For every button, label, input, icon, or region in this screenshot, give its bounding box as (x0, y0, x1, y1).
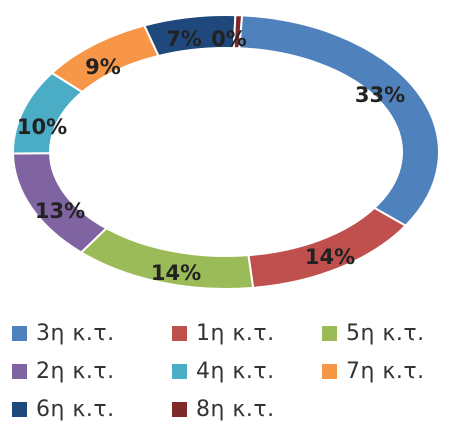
data-label-7: 7% (166, 27, 202, 51)
legend-label: 4η κ.τ. (196, 358, 275, 384)
data-label-5: 10% (17, 115, 67, 139)
data-label-8: 0% (211, 27, 247, 51)
legend-label: 6η κ.τ. (36, 396, 115, 422)
legend-label: 1η κ.τ. (196, 320, 275, 346)
legend-label: 2η κ.τ. (36, 358, 115, 384)
legend-item-4: 2η κ.τ. (12, 356, 115, 386)
legend-label: 3η κ.τ. (36, 320, 115, 346)
legend-swatch (322, 325, 337, 341)
legend-swatch (172, 325, 187, 341)
donut-chart: 33% 14% 14% 13% 10% 9% 7% 0% (11, 14, 440, 290)
slice-8 (232, 14, 244, 50)
legend-item-7: 6η κ.τ. (12, 394, 115, 424)
legend-item-3: 5η κ.τ. (322, 318, 425, 348)
legend-swatch (172, 401, 187, 417)
slice-1 (238, 14, 440, 227)
legend-item-5: 4η κ.τ. (172, 356, 275, 386)
legend-swatch (12, 401, 27, 417)
legend-label: 5η κ.τ. (346, 320, 425, 346)
legend-swatch (12, 325, 27, 341)
legend-item-8: 8η κ.τ. (172, 394, 275, 424)
data-label-3: 14% (151, 261, 201, 285)
legend-item-6: 7η κ.τ. (322, 356, 425, 386)
data-label-4: 13% (35, 199, 85, 223)
donut-slices (11, 14, 440, 290)
legend-swatch (172, 363, 187, 379)
legend-label: 8η κ.τ. (196, 396, 275, 422)
legend-item-2: 1η κ.τ. (172, 318, 275, 348)
legend-swatch (12, 363, 27, 379)
data-label-2: 14% (305, 245, 355, 269)
legend-label: 7η κ.τ. (346, 358, 425, 384)
legend-item-1: 3η κ.τ. (12, 318, 115, 348)
legend-swatch (322, 363, 337, 379)
data-label-6: 9% (85, 55, 121, 79)
data-labels: 33% 14% 14% 13% 10% 9% 7% 0% (17, 27, 405, 285)
data-label-1: 33% (355, 83, 405, 107)
